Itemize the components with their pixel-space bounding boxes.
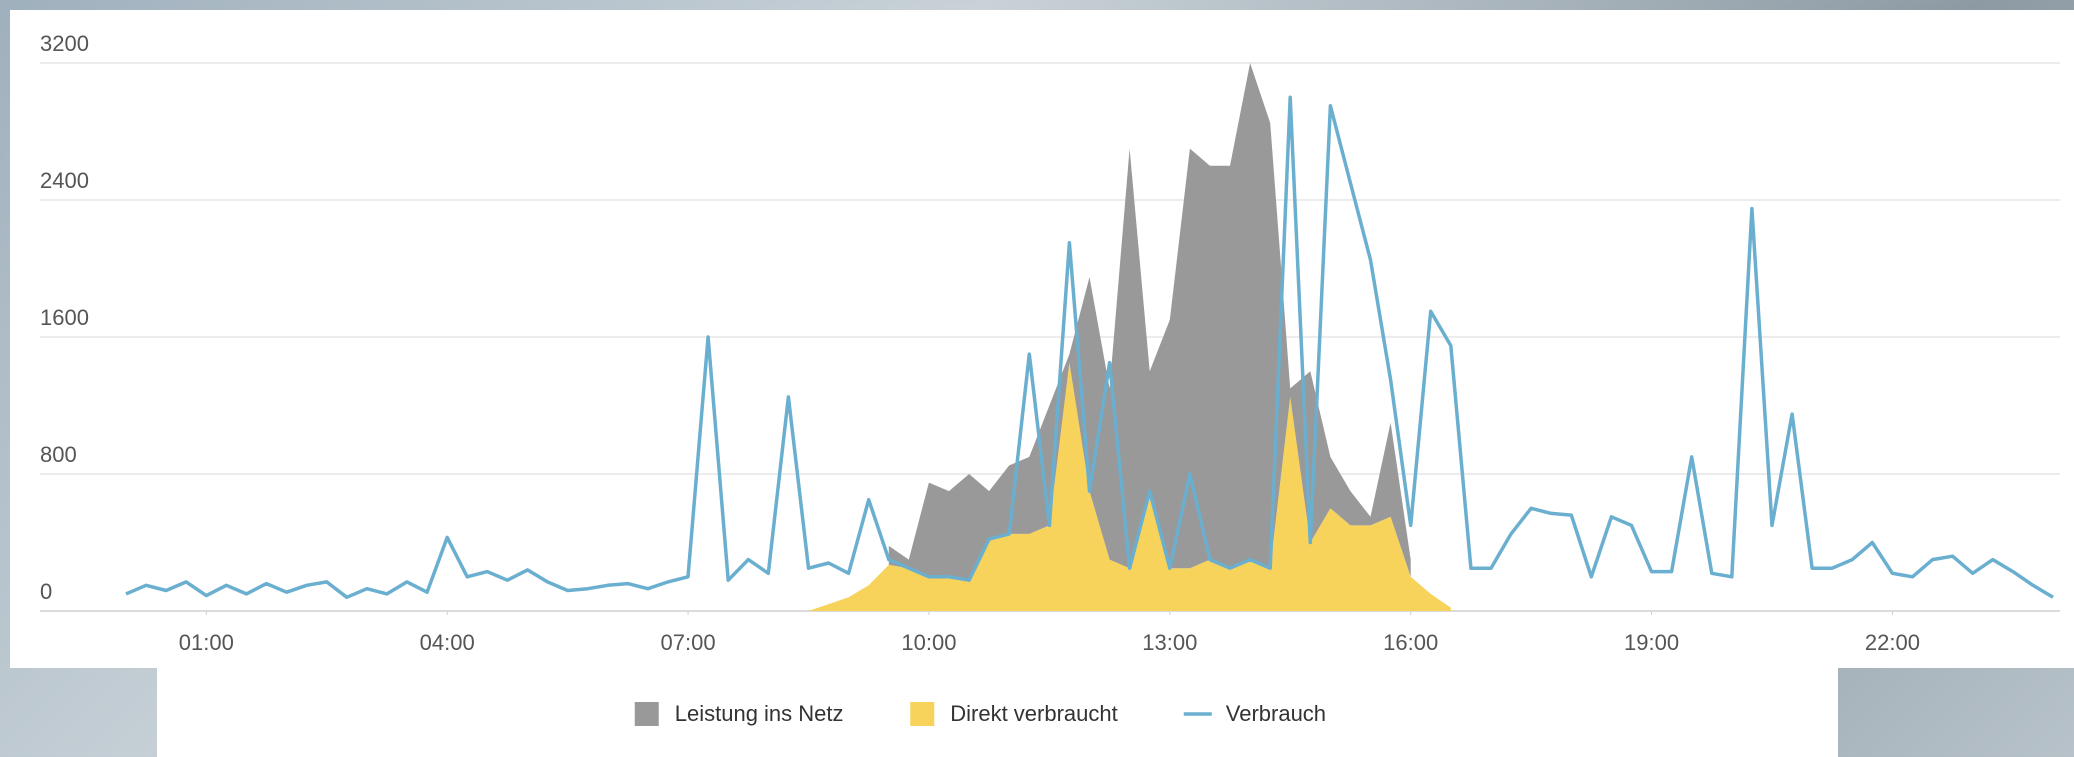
x-tick-label: 13:00 bbox=[1142, 630, 1197, 655]
legend-label: Direkt verbraucht bbox=[950, 701, 1118, 726]
legend-label: Verbrauch bbox=[1226, 701, 1326, 726]
page: 0 800 1600 2400 3200 01:00 04:00 07:00 10:00 13:0… bbox=[0, 0, 2074, 757]
legend-swatch bbox=[635, 702, 659, 726]
y-tick-label: 1600 bbox=[40, 305, 89, 330]
y-tick-label: 0 bbox=[40, 579, 52, 604]
x-tick-label: 16:00 bbox=[1383, 630, 1438, 655]
legend-swatch bbox=[910, 702, 934, 726]
y-tick-label: 800 bbox=[40, 442, 77, 467]
legend-label: Leistung ins Netz bbox=[675, 701, 844, 726]
y-tick-label: 3200 bbox=[40, 31, 89, 56]
x-tick-label: 04:00 bbox=[420, 630, 475, 655]
x-tick-label: 10:00 bbox=[901, 630, 956, 655]
y-tick-label: 2400 bbox=[40, 168, 89, 193]
x-tick-label: 19:00 bbox=[1624, 630, 1679, 655]
x-tick-label: 22:00 bbox=[1865, 630, 1920, 655]
x-tick-label: 07:00 bbox=[661, 630, 716, 655]
chart: 0 800 1600 2400 3200 01:00 04:00 07:00 10:00 13:0… bbox=[0, 0, 2074, 757]
x-tick-label: 01:00 bbox=[179, 630, 234, 655]
